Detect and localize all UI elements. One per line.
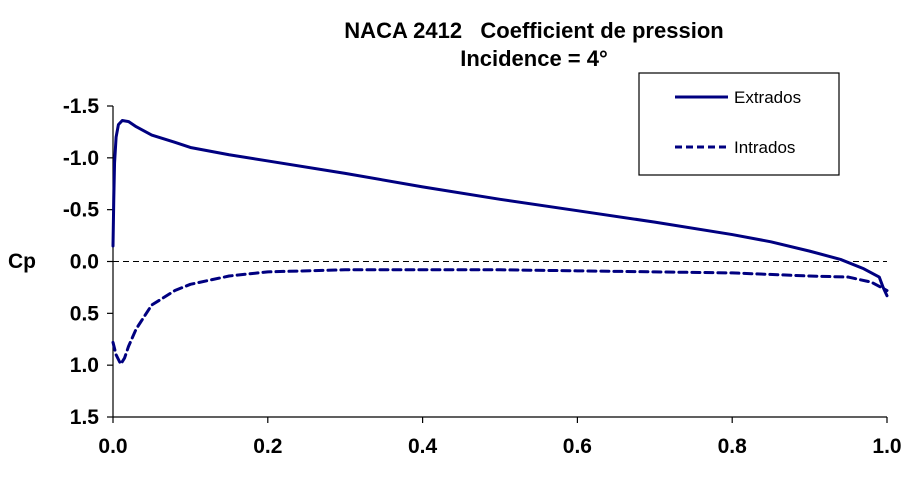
y-tick-label: -0.5 <box>63 199 100 222</box>
x-tick-label: 0.8 <box>718 435 748 458</box>
x-tick-label: 0.6 <box>563 435 592 458</box>
x-tick-label: 1.0 <box>872 435 901 458</box>
x-tick-label: 0.0 <box>98 435 127 458</box>
series-group <box>111 119 889 366</box>
y-axis-title: Cp <box>8 250 36 273</box>
legend: Extrados Intrados <box>638 72 840 176</box>
chart-subtitle: Incidence = 4° <box>460 46 608 71</box>
plot-area: -1.5 -1.0 -0.5 0.0 0.5 1.0 1.5 0.0 0.2 0.4 0.6 0.8… <box>63 95 902 458</box>
y-tick-label: -1.5 <box>63 95 100 118</box>
legend-label-extrados: Extrados <box>734 88 801 107</box>
y-axis-ticks: -1.5 -1.0 -0.5 0.0 0.5 1.0 1.5 <box>63 95 113 429</box>
chart-title: NACA 2412 Coefficient de pression <box>344 18 723 43</box>
y-tick-label: 0.5 <box>70 302 100 325</box>
series-line-intrados <box>111 268 889 366</box>
x-tick-label: 0.2 <box>253 435 282 458</box>
x-tick-label: 0.4 <box>408 435 438 458</box>
legend-box <box>638 72 840 176</box>
y-tick-label: 1.5 <box>70 406 100 429</box>
x-axis-ticks: 0.0 0.2 0.4 0.6 0.8 1.0 <box>98 417 902 458</box>
y-tick-label: 0.0 <box>70 251 99 274</box>
y-tick-label: -1.0 <box>63 147 99 170</box>
y-tick-label: 1.0 <box>70 354 99 377</box>
legend-label-intrados: Intrados <box>734 138 795 157</box>
series-line-extrados <box>111 119 889 298</box>
